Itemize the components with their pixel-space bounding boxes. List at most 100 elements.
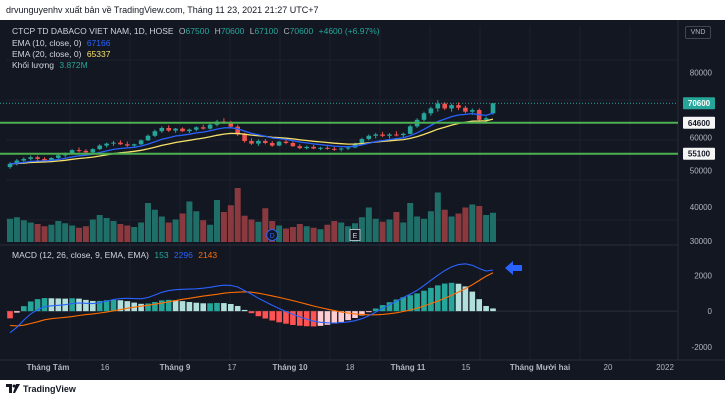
volume-bar (138, 222, 145, 242)
candle (290, 141, 296, 147)
volume-bar (179, 213, 186, 242)
macd-histogram-bar (110, 299, 117, 312)
candle-body (483, 118, 489, 120)
candle (428, 106, 434, 116)
candles (7, 100, 496, 169)
volume-bar (255, 221, 262, 242)
candle (332, 146, 337, 151)
currency-badge[interactable]: VND (685, 26, 711, 39)
macd-histogram-bar (262, 311, 269, 319)
macd-histogram-bar (117, 300, 124, 312)
macd-histogram-bar (428, 287, 434, 312)
macd-histogram-bar (96, 300, 103, 312)
candle-body (166, 127, 171, 131)
arrow-icon (505, 261, 522, 276)
change-value: +4600 (+6.97%) (318, 26, 380, 36)
candle (187, 128, 192, 133)
chart-canvas[interactable]: 80000 60000 50000 40000 30000 70600 64600 55100… (0, 20, 725, 380)
price-axis-tick: 60000 (690, 134, 713, 143)
volume-bar (27, 222, 34, 242)
candle (166, 125, 171, 132)
macd-histogram-bar (338, 311, 344, 322)
candle (401, 132, 406, 138)
last-price-label-bg (683, 97, 715, 110)
earnings-marker (349, 229, 361, 241)
volume-bar (317, 229, 324, 242)
ema10-legend: EMA (10, close, 0) 67166 (12, 38, 110, 48)
grid (0, 20, 725, 361)
macd-label: MACD (12, 26, close, 9, EMA, EMA) (12, 250, 149, 260)
time-axis-tick: 17 (228, 363, 237, 372)
macd-histogram-bar (90, 300, 96, 312)
volume-value: 3.872M (59, 60, 88, 70)
candle-body (194, 127, 199, 130)
volume-bar (96, 215, 103, 242)
candle (90, 148, 96, 154)
macd-histogram-bar (69, 298, 75, 312)
macd-histogram-bar (124, 301, 131, 312)
macd-histogram-bar (455, 283, 462, 312)
candle (21, 157, 27, 163)
volume-bar (13, 217, 20, 242)
macd-histogram-bar (297, 311, 303, 326)
volume-bar (131, 227, 138, 242)
candle-body (407, 126, 413, 134)
macd-histogram-bar (310, 311, 317, 327)
macd-histogram-bar (48, 298, 55, 312)
volume-bar (34, 224, 41, 242)
time-axis-tick: Tháng 10 (272, 363, 308, 372)
macd-histogram-bar (366, 311, 372, 313)
macd-histogram-bar (469, 291, 476, 312)
last-price-label: 70600 (688, 99, 711, 108)
candle-body (387, 134, 392, 136)
footer: TradingView (0, 380, 725, 400)
candle (194, 126, 199, 132)
macd-histogram-bar (186, 302, 193, 312)
candle (304, 145, 309, 150)
volume-bar (455, 213, 462, 242)
candle-body (401, 133, 406, 136)
candle (373, 132, 378, 139)
ema10-label: EMA (10, close, 0) (12, 38, 82, 48)
volume-bar (289, 227, 296, 242)
candle (435, 100, 441, 112)
chart-area[interactable]: 80000 60000 50000 40000 30000 70600 64600 55100… (0, 20, 725, 380)
candle-body (152, 131, 158, 136)
candle-body (76, 150, 82, 152)
candle-body (449, 105, 454, 109)
time-axis-tick: 2022 (656, 363, 674, 372)
macd-histogram-bar (41, 298, 48, 312)
support-upper-label: 64600 (688, 119, 711, 128)
candle-body (338, 148, 344, 150)
macd-histogram-bar (476, 299, 482, 312)
volume-bar (262, 208, 269, 242)
volume-bar (303, 226, 310, 242)
macd-histogram-bar (7, 311, 13, 319)
volume-bar (89, 219, 96, 242)
candle (118, 140, 123, 145)
macd-histogram-bar (393, 299, 400, 312)
macd-histogram-bar (372, 308, 379, 312)
candle (145, 134, 151, 141)
macd-hist-value: 153 (154, 250, 169, 260)
candle-body (131, 144, 137, 146)
support-lines (0, 102, 678, 155)
candle-body (283, 141, 289, 143)
volume-bar (165, 222, 172, 242)
volume-bar (407, 203, 414, 242)
volume-bar (358, 217, 365, 242)
macd-line (9, 263, 494, 334)
macd-histogram-bar (152, 302, 158, 312)
macd-histogram-bar (400, 297, 407, 312)
candle (152, 129, 158, 138)
volume-bar (62, 223, 69, 242)
ema20-legend: EMA (20, close, 0) 65337 (12, 49, 110, 59)
macd-histogram-bar (462, 286, 469, 312)
candle-body (200, 127, 206, 129)
high-label: H (214, 26, 221, 36)
candle-body (242, 134, 247, 141)
candle (111, 141, 116, 146)
candle-body (490, 103, 496, 114)
volume-bar (372, 218, 379, 242)
candle-body (332, 148, 337, 150)
